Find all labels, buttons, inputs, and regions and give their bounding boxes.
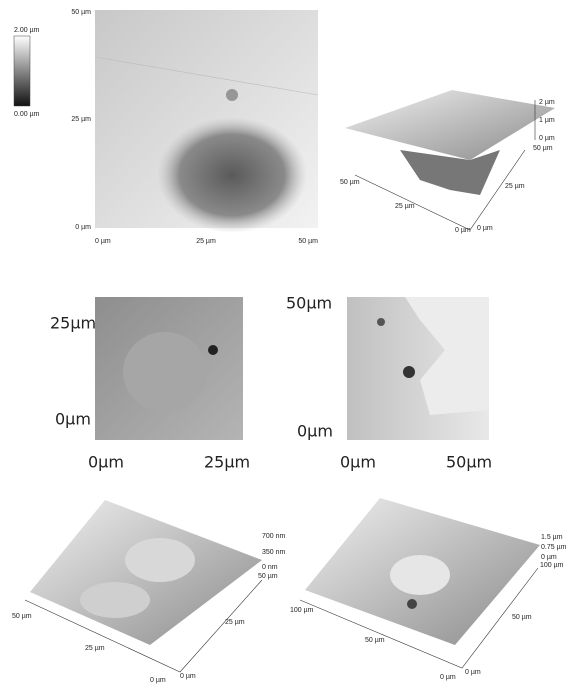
axis-label: 50 µm	[512, 614, 532, 621]
z-label: 0 µm	[541, 554, 557, 561]
x-label: 0µm	[340, 453, 376, 472]
axis-label: 0 µm	[180, 673, 196, 680]
x-label: 25µm	[204, 453, 250, 472]
axis-label: 0 µm	[477, 225, 493, 232]
y-label: 50 µm	[71, 9, 91, 16]
colorbar	[14, 36, 30, 106]
x-label: 50µm	[446, 453, 492, 472]
z-label: 0 nm	[262, 564, 278, 571]
particle	[377, 318, 385, 326]
axis-label: 0 µm	[440, 674, 456, 681]
axis-label: 25 µm	[505, 183, 525, 190]
y-label: 0µm	[297, 422, 333, 441]
domain	[390, 555, 450, 595]
z-label: 700 nm	[262, 533, 286, 540]
x-label: 25 µm	[196, 238, 216, 245]
axis-label: 50 µm	[258, 573, 278, 580]
axis-label: 50 µm	[340, 179, 360, 186]
domain	[123, 332, 207, 412]
colorbar-label: 0.00 µm	[14, 111, 40, 118]
domain	[125, 538, 195, 582]
axis-label: 0 µm	[150, 677, 166, 684]
y-label: 0 µm	[75, 224, 91, 231]
axis-label: 50 µm	[12, 613, 32, 620]
axis-label: 25 µm	[85, 645, 105, 652]
axis-label: 50 µm	[533, 145, 553, 152]
particle	[407, 599, 417, 609]
rough-region	[400, 150, 500, 195]
y-label: 50µm	[286, 294, 332, 313]
surface-3d	[345, 90, 555, 160]
x-label: 0µm	[88, 453, 124, 472]
y-label: 25 µm	[71, 116, 91, 123]
axis-label: 25 µm	[395, 203, 415, 210]
z-label: 1.5 µm	[541, 534, 563, 541]
axis-label: 100 µm	[540, 562, 564, 569]
axis-label: 100 µm	[290, 607, 314, 614]
particle	[208, 345, 218, 355]
x-label: 50 µm	[298, 238, 318, 245]
y-label: 25µm	[50, 314, 96, 333]
z-label: 0.75 µm	[541, 544, 567, 551]
y-label: 0µm	[55, 410, 91, 429]
axis-label: 50 µm	[365, 637, 385, 644]
z-label: 1 µm	[539, 117, 555, 124]
figure: 2.00 µm 0.00 µm 50 µm 25 µm 0 µm 0 µm 25…	[0, 0, 568, 685]
particle	[403, 366, 415, 378]
x-label: 0 µm	[95, 238, 111, 245]
axis-label: 25 µm	[225, 619, 245, 626]
z-label: 0 µm	[539, 135, 555, 142]
axis-label: 0 µm	[455, 227, 471, 234]
particle	[226, 89, 238, 101]
domain	[80, 582, 150, 618]
axis-label: 0 µm	[465, 669, 481, 676]
rough-region	[157, 117, 307, 233]
colorbar-label: 2.00 µm	[14, 27, 40, 34]
z-label: 350 nm	[262, 549, 286, 556]
z-label: 2 µm	[539, 99, 555, 106]
